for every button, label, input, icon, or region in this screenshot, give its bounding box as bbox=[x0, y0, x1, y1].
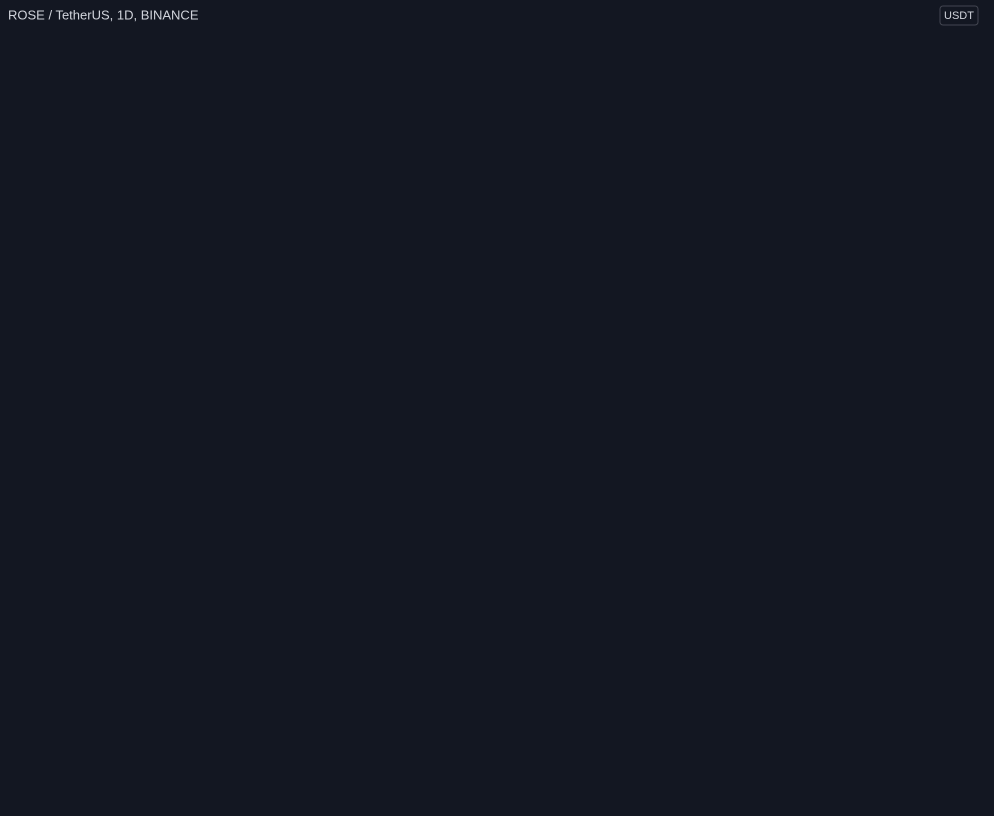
currency-label[interactable]: USDT bbox=[944, 10, 974, 22]
chart-title: ROSE / TetherUS, 1D, BINANCE bbox=[8, 7, 199, 22]
currency-box[interactable] bbox=[939, 5, 979, 26]
